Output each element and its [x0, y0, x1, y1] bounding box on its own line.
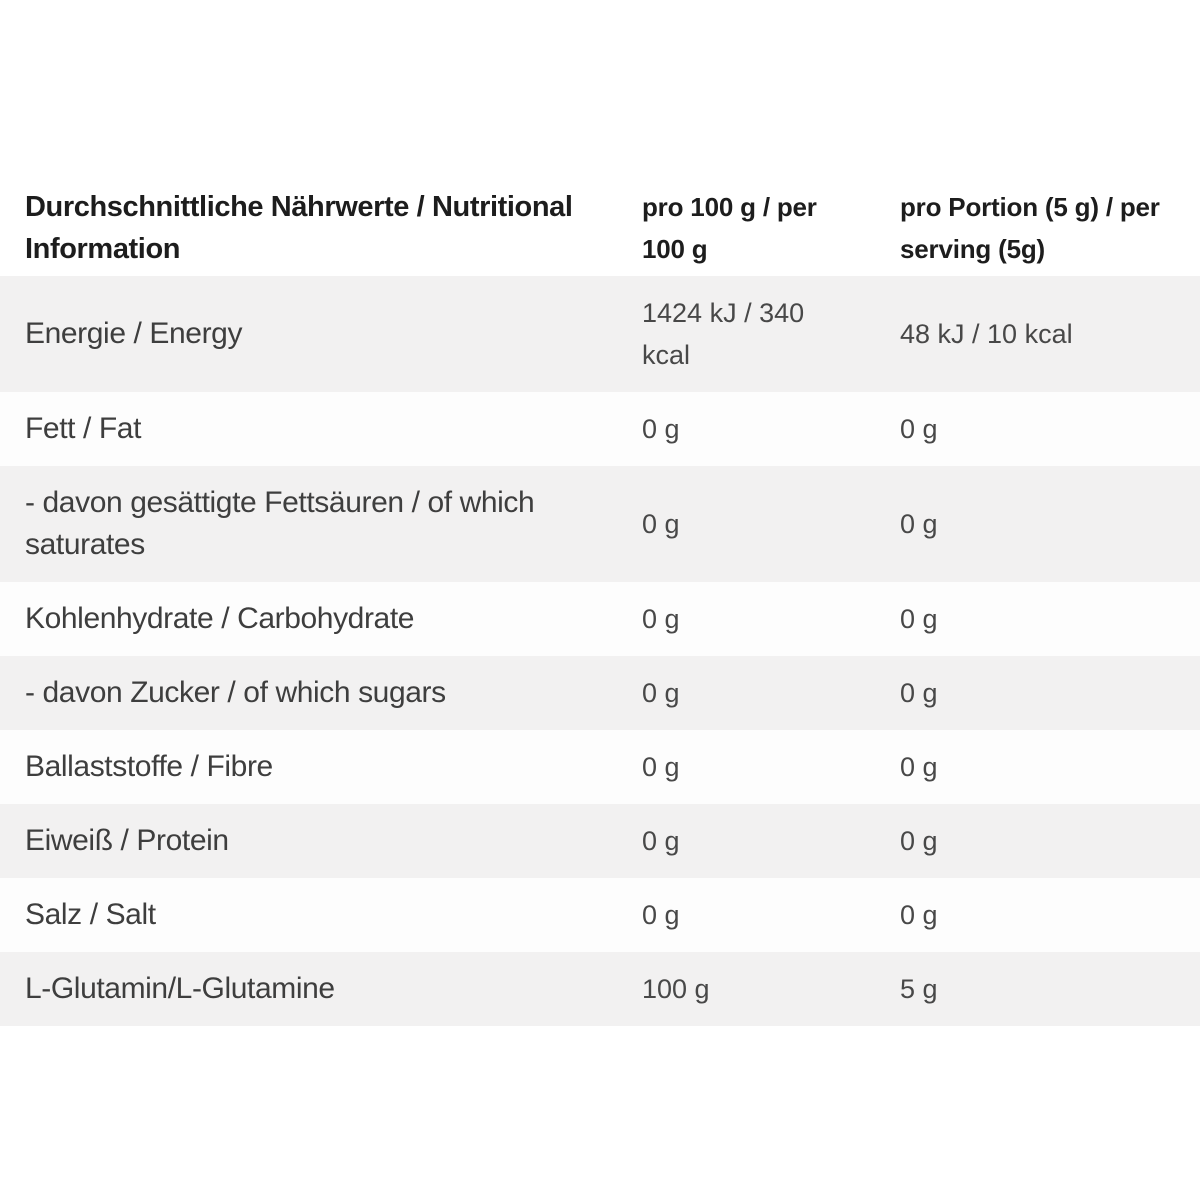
per-100g-value: 0 g [642, 900, 680, 930]
table-row: L-Glutamin/L-Glutamine 100 g 5 g [0, 952, 1200, 1026]
nutrient-label: Salz / Salt [25, 898, 156, 931]
nutrient-label: Energie / Energy [25, 317, 243, 350]
per-100g-value: 0 g [642, 509, 680, 539]
nutrient-label: Eiweiß / Protein [25, 824, 229, 857]
nutrient-label: - davon gesättigte Fettsäuren / of which… [25, 486, 535, 561]
nutrient-label: L-Glutamin/L-Glutamine [25, 972, 335, 1005]
table-row: Eiweiß / Protein 0 g 0 g [0, 804, 1200, 878]
header-per-100g-column: pro 100 g / per 100 g [642, 192, 817, 264]
nutrient-label: Fett / Fat [25, 412, 142, 445]
table-row: Fett / Fat 0 g 0 g [0, 392, 1200, 466]
per-serving-value: 0 g [900, 900, 938, 930]
table-row: Salz / Salt 0 g 0 g [0, 878, 1200, 952]
nutrient-label: - davon Zucker / of which sugars [25, 676, 446, 709]
table-row: - davon gesättigte Fettsäuren / of which… [0, 466, 1200, 582]
per-serving-value: 0 g [900, 604, 938, 634]
nutrition-table: Durchschnittliche Nährwerte / Nutritiona… [0, 180, 1200, 1026]
table-row: Energie / Energy 1424 kJ / 340 kcal 48 k… [0, 276, 1200, 392]
per-100g-value: 0 g [642, 604, 680, 634]
per-100g-value: 1424 kJ / 340 kcal [642, 298, 805, 370]
table-row: Ballaststoffe / Fibre 0 g 0 g [0, 730, 1200, 804]
header-nutrient-column: Durchschnittliche Nährwerte / Nutritiona… [25, 191, 573, 265]
per-serving-value: 0 g [900, 826, 938, 856]
nutrient-label: Kohlenhydrate / Carbohydrate [25, 602, 415, 635]
per-100g-value: 0 g [642, 414, 680, 444]
top-whitespace [0, 0, 1200, 180]
per-serving-value: 0 g [900, 678, 938, 708]
per-serving-value: 0 g [900, 752, 938, 782]
table-body: Energie / Energy 1424 kJ / 340 kcal 48 k… [0, 276, 1200, 1026]
per-100g-value: 0 g [642, 752, 680, 782]
nutrient-label: Ballaststoffe / Fibre [25, 750, 273, 783]
per-100g-value: 100 g [642, 974, 710, 1004]
header-per-serving-column: pro Portion (5 g) / per serving (5g) [900, 192, 1160, 264]
per-100g-value: 0 g [642, 826, 680, 856]
per-serving-value: 0 g [900, 509, 938, 539]
table-header-row: Durchschnittliche Nährwerte / Nutritiona… [0, 180, 1200, 276]
per-serving-value: 0 g [900, 414, 938, 444]
per-serving-value: 5 g [900, 974, 938, 1004]
per-100g-value: 0 g [642, 678, 680, 708]
table-row: - davon Zucker / of which sugars 0 g 0 g [0, 656, 1200, 730]
per-serving-value: 48 kJ / 10 kcal [900, 319, 1073, 349]
table-row: Kohlenhydrate / Carbohydrate 0 g 0 g [0, 582, 1200, 656]
